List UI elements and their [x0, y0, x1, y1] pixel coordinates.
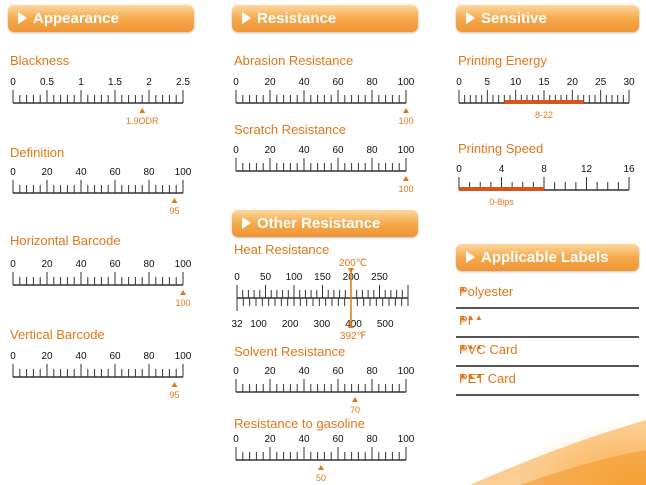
material-name: Polyester	[459, 284, 514, 299]
heat-resistance-label: Heat Resistance	[234, 242, 330, 257]
suitability-marks: ▲▲▲	[459, 342, 483, 351]
section-title: Appearance	[33, 10, 119, 27]
blackness-label: Blackness	[10, 53, 70, 68]
play-triangle-icon	[18, 12, 27, 24]
gasoline-resistance-label: Resistance to gasoline	[234, 416, 365, 431]
applicable-label-row: PI ▲▲▲	[456, 312, 639, 338]
suitability-marks: ▲▲▲	[459, 371, 483, 380]
section-title: Sensitive	[481, 10, 547, 27]
play-triangle-icon	[466, 12, 475, 24]
applicable-label-row: PET Card ▲▲▲	[456, 370, 639, 396]
material-name: PI	[459, 313, 472, 328]
section-header-resistance: Resistance	[232, 5, 418, 32]
applicable-label-row: PVC Card ▲▲▲	[456, 341, 639, 367]
play-triangle-icon	[242, 217, 251, 229]
play-triangle-icon	[466, 251, 475, 263]
section-header-applicable-labels: Applicable Labels	[456, 244, 639, 271]
definition-label: Definition	[10, 145, 65, 160]
solvent-resistance-label: Solvent Resistance	[234, 344, 346, 359]
vertical-barcode-label: Vertical Barcode	[10, 327, 105, 342]
printing-speed-label: Printing Speed	[458, 141, 544, 156]
section-header-other-resistance: Other Resistance	[232, 210, 418, 237]
suitability-marks: ▲	[459, 284, 467, 293]
section-title: Applicable Labels	[481, 249, 609, 266]
section-header-appearance: Appearance	[8, 5, 194, 32]
section-header-sensitive: Sensitive	[456, 5, 639, 32]
applicable-label-row: Polyester ▲	[456, 283, 639, 309]
scratch-resistance-label: Scratch Resistance	[234, 122, 346, 137]
material-name: PVC Card	[459, 342, 518, 357]
material-name: PET Card	[459, 371, 516, 386]
suitability-marks: ▲▲▲	[459, 313, 483, 322]
printing-energy-label: Printing Energy	[458, 53, 547, 68]
section-title: Other Resistance	[257, 215, 381, 232]
section-title: Resistance	[257, 10, 337, 27]
play-triangle-icon	[242, 12, 251, 24]
abrasion-resistance-label: Abrasion Resistance	[234, 53, 354, 68]
horizontal-barcode-label: Horizontal Barcode	[10, 233, 121, 248]
